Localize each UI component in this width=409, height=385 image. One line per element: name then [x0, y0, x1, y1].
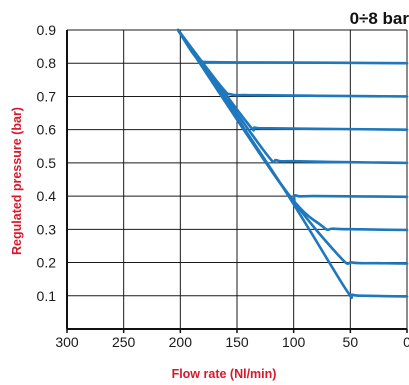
y-tick-label: 0.8 — [37, 55, 57, 71]
series-line — [176, 28, 409, 299]
chart-title: 0÷8 bar — [350, 9, 409, 28]
y-tick-label: 0.4 — [37, 188, 57, 204]
y-tick-label: 0.9 — [37, 22, 57, 38]
x-tick-label: 150 — [225, 334, 249, 350]
y-tick-label: 0.1 — [37, 288, 57, 304]
x-tick-label: 0 — [403, 334, 409, 350]
y-tick-label: 0.2 — [37, 255, 57, 271]
x-tick-label: 100 — [282, 334, 306, 350]
y-tick-label: 0.3 — [37, 221, 57, 237]
series-line — [176, 28, 409, 132]
tick-labels: 300 250 200 150 100 50 0 0.1 0.2 0.3 0.4 0.5 0.6 0.7 0… — [37, 22, 409, 350]
x-tick-label: 200 — [169, 334, 193, 350]
series-line — [176, 28, 409, 203]
x-tick-label: 300 — [55, 334, 79, 350]
x-tick-label: 50 — [343, 334, 359, 350]
y-tick-label: 0.6 — [37, 122, 57, 138]
series-group — [176, 28, 409, 299]
y-tick-label: 0.5 — [37, 155, 57, 171]
series-line — [176, 28, 409, 65]
series-line — [176, 28, 409, 165]
x-tick-label: 250 — [112, 334, 136, 350]
plot-frame — [66, 30, 408, 333]
y-tick-label: 0.7 — [37, 88, 57, 104]
y-axis-label: Regulated pressure (bar) — [10, 107, 24, 255]
grid — [66, 29, 408, 329]
x-axis-label: Flow rate (Nl/min) — [172, 367, 277, 381]
